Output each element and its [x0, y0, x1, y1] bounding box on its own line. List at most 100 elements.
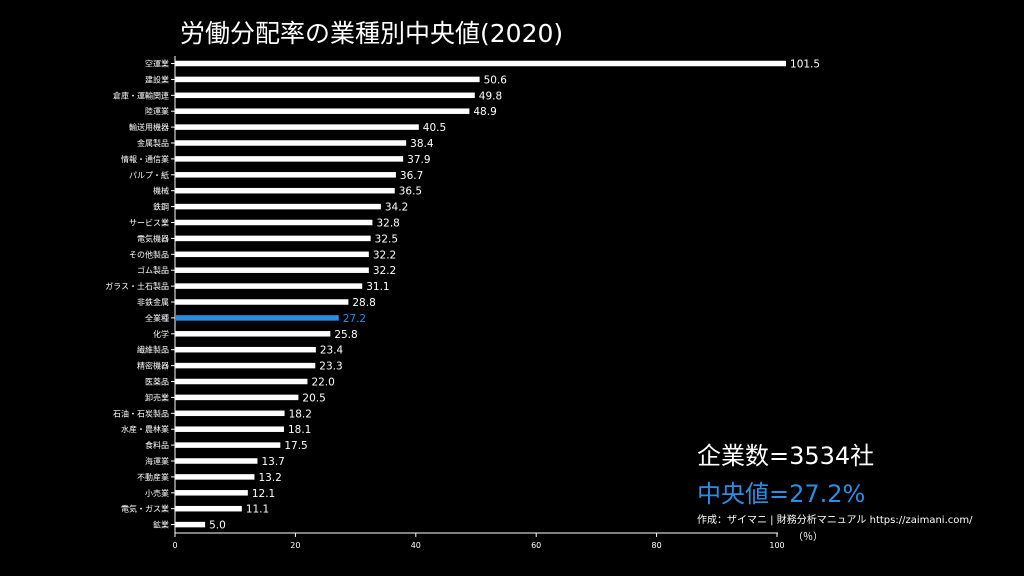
category-label: 水産・農林業 [121, 424, 169, 434]
value-label: 50.6 [484, 74, 508, 86]
x-axis-unit-label: （％） [793, 532, 823, 543]
x-tick-label: 40 [411, 541, 421, 550]
category-label: 化学 [153, 329, 169, 339]
bar [175, 187, 395, 194]
bar [175, 426, 284, 432]
value-label: 48.9 [473, 106, 496, 118]
value-label: 31.1 [366, 281, 389, 293]
value-label: 101.5 [790, 59, 820, 71]
category-label: 空運業 [145, 59, 169, 69]
value-label: 23.4 [320, 345, 344, 357]
category-label: 非鉄金属 [137, 297, 169, 307]
x-tick-label: 100 [769, 541, 784, 550]
bar [175, 346, 316, 353]
company-count-annotation: 企業数=3534社 [697, 442, 875, 470]
value-label: 18.2 [289, 408, 312, 420]
category-label: 小売業 [145, 488, 169, 498]
x-tick-label: 20 [290, 541, 300, 550]
category-label: 海運業 [145, 456, 169, 466]
category-label: その他製品 [129, 249, 169, 259]
value-label: 12.1 [252, 488, 275, 500]
bar [175, 283, 363, 289]
category-label: 機械 [153, 186, 169, 196]
category-label: サービス業 [129, 218, 169, 228]
value-label: 36.7 [400, 170, 423, 182]
value-label: 20.5 [302, 392, 325, 404]
value-label: 13.2 [258, 472, 281, 484]
credit-annotation: 作成：ザイマニ | 財務分析マニュアル https://zaimani.com/ [697, 515, 973, 526]
chart-title: 労働分配率の業種別中央値(2020) [180, 19, 564, 48]
bar [175, 505, 242, 512]
bar [175, 156, 404, 162]
value-label: 49.8 [479, 90, 502, 102]
bar [175, 378, 308, 385]
category-label: 食料品 [145, 440, 169, 450]
category-label: ゴム製品 [137, 265, 169, 275]
category-label: 陸運業 [145, 106, 169, 116]
bar [175, 76, 480, 83]
bar [175, 172, 396, 178]
category-label: パルプ・紙 [129, 170, 169, 180]
bar [175, 442, 281, 448]
bar-highlight [175, 315, 339, 321]
category-label: 全業種 [145, 313, 169, 323]
category-label: 石油・石炭製品 [113, 408, 169, 418]
value-label: 28.8 [352, 297, 375, 309]
value-label: 40.5 [423, 122, 446, 134]
value-label: 18.1 [288, 424, 311, 436]
bar [175, 490, 248, 496]
value-label: 23.3 [319, 361, 342, 373]
value-label: 37.9 [407, 154, 430, 166]
category-label: 医薬品 [145, 377, 169, 387]
bar [175, 267, 369, 273]
bar [175, 140, 407, 146]
category-label: 金属製品 [137, 138, 169, 148]
bar [175, 299, 349, 305]
value-label: 22.0 [311, 377, 334, 389]
category-label: 輸送用機器 [129, 122, 169, 132]
category-label: 不動産業 [137, 472, 169, 482]
category-label: 情報・通信業 [121, 154, 169, 164]
bar [175, 124, 419, 130]
category-label: 電気・ガス業 [121, 504, 169, 514]
bar [175, 331, 331, 337]
value-label: 11.1 [246, 504, 269, 516]
value-label: 27.2 [343, 313, 366, 325]
value-label: 36.5 [399, 186, 422, 198]
bar [175, 60, 787, 67]
x-tick-label: 80 [652, 541, 662, 550]
value-label: 34.2 [385, 202, 408, 214]
value-label: 32.8 [376, 218, 399, 230]
bar [175, 362, 316, 369]
value-label: 38.4 [410, 138, 434, 150]
bar [175, 458, 258, 464]
value-label: 25.8 [334, 329, 357, 341]
category-label: 倉庫・運輸関連 [113, 90, 169, 100]
bar [175, 219, 373, 226]
value-label: 13.7 [261, 456, 284, 468]
value-label: 32.2 [373, 249, 396, 261]
bar [175, 108, 470, 114]
value-label: 32.2 [373, 265, 396, 277]
bar [175, 92, 475, 99]
bar [175, 394, 299, 401]
category-label: 鉱業 [153, 520, 169, 530]
category-label: 建設業 [145, 74, 169, 84]
bar [175, 203, 381, 210]
category-label: 卸売業 [145, 392, 169, 402]
value-label: 32.5 [375, 233, 398, 245]
x-tick-label: 0 [172, 541, 177, 550]
value-label: 5.0 [209, 520, 226, 532]
bar [175, 521, 206, 528]
category-label: 鉄鋼 [153, 202, 169, 212]
bar [175, 410, 285, 417]
x-tick-label: 60 [531, 541, 541, 550]
bar [175, 235, 371, 242]
category-label: 繊維製品 [137, 345, 169, 355]
bar [175, 251, 369, 258]
median-annotation: 中央値=27.2% [697, 480, 866, 508]
category-label: 電気機器 [137, 233, 169, 243]
category-label: ガラス・土石製品 [105, 281, 169, 291]
bar [175, 474, 255, 480]
